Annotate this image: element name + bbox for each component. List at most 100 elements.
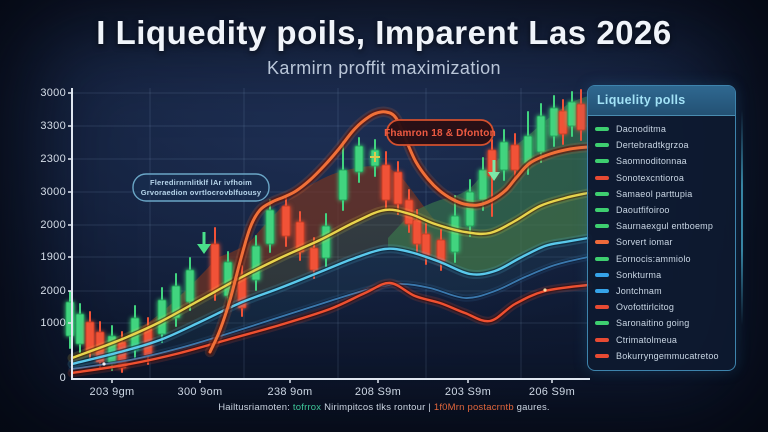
sparkle-dot bbox=[102, 362, 106, 366]
legend-item: Dacnoditma bbox=[595, 121, 729, 137]
legend-label: Samaeol parttupia bbox=[616, 188, 693, 199]
legend-label: Sonotexcntioroa bbox=[616, 172, 685, 183]
legend-marker bbox=[595, 337, 609, 342]
legend-item: Saurnaexgul entboemp bbox=[595, 218, 729, 234]
candle-bullish bbox=[499, 141, 509, 171]
legend-item: Sonotexcntioroa bbox=[595, 170, 729, 186]
candle-bullish bbox=[354, 145, 364, 173]
y-tick-label: 3000 bbox=[40, 186, 66, 198]
accent-vertical-line bbox=[741, 110, 743, 325]
legend-marker bbox=[595, 272, 609, 277]
candle-bullish bbox=[465, 191, 475, 227]
legend-label: Saronaitino going bbox=[616, 318, 690, 329]
bottom-line bbox=[70, 281, 590, 375]
legend-label: Ovofottirlcitog bbox=[616, 302, 675, 313]
candle-bearish bbox=[295, 221, 305, 253]
caption-segment: tofrrox bbox=[292, 402, 325, 413]
legend-label: Dertebradtkgrzoa bbox=[616, 140, 689, 151]
legend-item: Jontchnam bbox=[595, 283, 729, 299]
candle-bullish bbox=[265, 209, 275, 245]
x-tick-label: 238 9om bbox=[267, 386, 313, 398]
candle-bullish bbox=[478, 169, 488, 201]
envelope-line bbox=[208, 110, 590, 354]
footer-caption: Hailtusriamoten: tofrrox Nirimpitcos tlk… bbox=[0, 402, 768, 413]
legend-item: Saronaitino going bbox=[595, 315, 729, 331]
callout-red-text: Fhamron 18 & Dfonton bbox=[384, 128, 496, 139]
legend-label: Ctrimatolmeua bbox=[616, 334, 678, 345]
legend-marker bbox=[595, 305, 609, 310]
x-tick-label: 206 S9m bbox=[528, 386, 576, 398]
y-tick-label: 2000 bbox=[40, 285, 66, 297]
arrow-down-head bbox=[197, 244, 211, 254]
legend-label: Sorvert iomar bbox=[616, 237, 673, 248]
legend-marker bbox=[595, 321, 609, 326]
x-tick-label: 203 9gm bbox=[89, 386, 135, 398]
legend-item: Eornocis:ammiolo bbox=[595, 251, 729, 267]
candle-bearish bbox=[393, 171, 403, 205]
legend-marker bbox=[595, 208, 609, 213]
yellow-line bbox=[70, 191, 590, 360]
caption-segment: gaures. bbox=[513, 402, 550, 413]
legend-item: Sonkturma bbox=[595, 267, 729, 283]
candle-bullish bbox=[75, 313, 85, 345]
candle-bearish bbox=[210, 243, 220, 293]
y-tick-label: 3300 bbox=[40, 120, 66, 132]
candle-bullish bbox=[185, 269, 195, 303]
legend-marker bbox=[595, 159, 609, 164]
caption-segment: 1f0Mrn postacrntb bbox=[433, 402, 514, 413]
legend-label: Eornocis:ammiolo bbox=[616, 253, 691, 264]
legend-marker bbox=[595, 127, 609, 132]
legend-marker bbox=[595, 175, 609, 180]
caption-segment: Hailtusriamoten: bbox=[218, 402, 293, 413]
candle-bullish bbox=[338, 169, 348, 201]
x-tick-label: 208 S9m bbox=[354, 386, 402, 398]
legend-panel: Liquelity polls Dacnoditma Dertebradtkgrz… bbox=[587, 85, 736, 371]
legend-marker bbox=[595, 240, 609, 245]
legend-label: Jontchnam bbox=[616, 285, 662, 296]
candle-bearish bbox=[381, 164, 391, 201]
callout-blue bbox=[132, 173, 270, 202]
legend-marker bbox=[595, 256, 609, 261]
caption-segment: Nirimpitcos tlks rontour | bbox=[324, 402, 434, 413]
y-tick-label: 1900 bbox=[40, 251, 66, 263]
legend-item: Ovofottirlcitog bbox=[595, 299, 729, 315]
y-tick-label: 1000 bbox=[40, 317, 66, 329]
page-title: I Liquedity poils, Imparent Las 2026 bbox=[96, 14, 672, 51]
y-tick-label: 2300 bbox=[40, 153, 66, 165]
legend-label: Saomnoditonnaa bbox=[616, 156, 687, 167]
legend-marker bbox=[595, 143, 609, 148]
legend-item: Dertebradtkgrzoa bbox=[595, 137, 729, 153]
callout-red bbox=[386, 119, 494, 146]
candle-bullish bbox=[567, 101, 577, 127]
legend-items: Dacnoditma Dertebradtkgrzoa Saomnoditonnaa… bbox=[588, 116, 735, 364]
y-tick-label: 0 bbox=[59, 372, 66, 384]
legend-item: Ctrimatolmeua bbox=[595, 331, 729, 347]
callout-blue-text: Fleredirnrnlitklf lAr ivfhoim bbox=[150, 178, 252, 187]
legend-item: Sorvert iomar bbox=[595, 234, 729, 250]
candle-bearish bbox=[412, 219, 422, 245]
candle-bearish bbox=[510, 144, 520, 171]
legend-label: Sonkturma bbox=[616, 269, 662, 280]
cyan-line bbox=[70, 236, 590, 366]
candle-bearish bbox=[576, 103, 586, 131]
legend-label: Saurnaexgul entboemp bbox=[616, 221, 714, 232]
legend-marker bbox=[595, 191, 609, 196]
y-tick-label: 2000 bbox=[40, 219, 66, 231]
legend-marker bbox=[595, 353, 609, 358]
legend-label: Dacnoditma bbox=[616, 124, 667, 135]
callout-blue-text: Grvoraedion ovrtlocrovblfuousy bbox=[141, 188, 262, 197]
x-tick-label: 300 9om bbox=[177, 386, 223, 398]
candle-bearish bbox=[558, 110, 568, 135]
candle-bearish bbox=[309, 247, 319, 271]
legend-marker bbox=[595, 224, 609, 229]
page-subtitle: Karmirn proffit maximization bbox=[267, 58, 501, 78]
legend-item: Saomnoditonnaa bbox=[595, 153, 729, 169]
arrow-down-head bbox=[488, 172, 500, 181]
candle-bullish bbox=[536, 115, 546, 153]
y-tick-label: 3000 bbox=[40, 87, 66, 99]
legend-title: Liquelity polls bbox=[588, 86, 735, 116]
legend-label: Bokurryngemmucatretoo bbox=[616, 350, 719, 361]
x-tick-label: 203 S9m bbox=[444, 386, 492, 398]
